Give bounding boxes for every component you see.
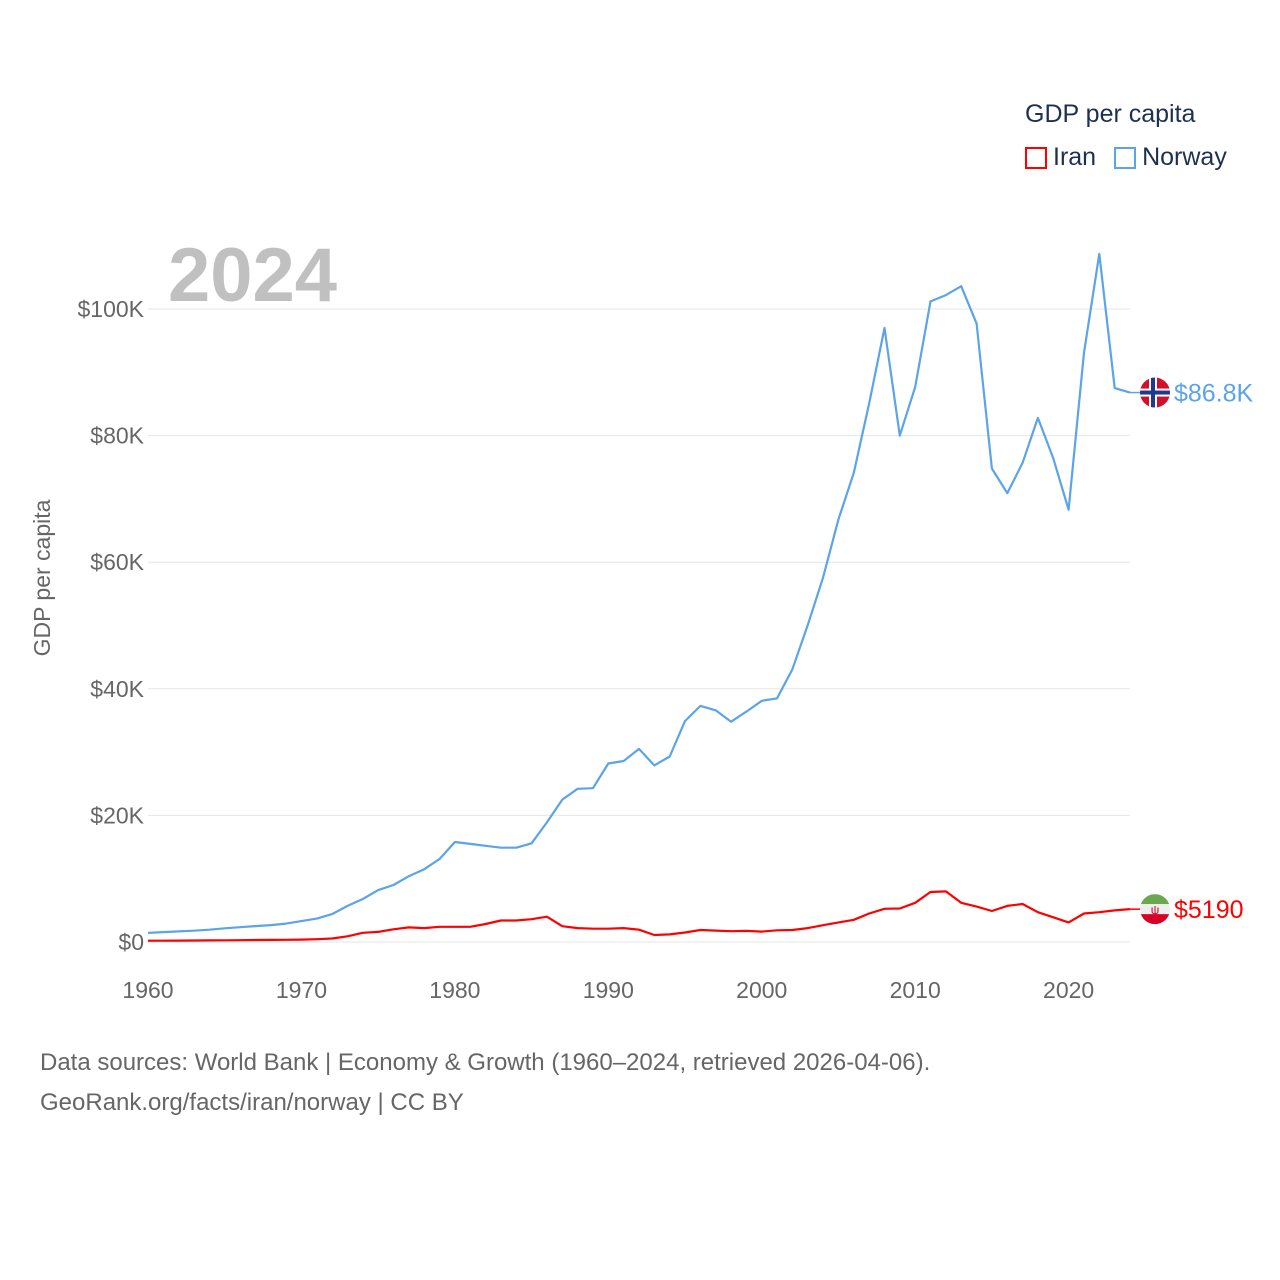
series-line-iran (148, 890, 1131, 942)
norway-flag-icon (1140, 377, 1170, 408)
legend-label: Iran (1053, 143, 1097, 171)
legend-label: Norway (1142, 143, 1227, 171)
end-value-label-iran: $5190 (1174, 896, 1244, 924)
source-link[interactable]: GeoRank.org/facts/iran/norway | CC BY (40, 1089, 464, 1116)
x-tick-label: 1990 (583, 977, 634, 1003)
end-value-label-norway: $86.8K (1174, 380, 1254, 408)
legend-item-iran[interactable]: Iran (1025, 143, 1096, 172)
iran-swatch (1025, 146, 1047, 169)
x-tick-label: 1960 (122, 977, 173, 1003)
norway-swatch (1114, 146, 1137, 169)
legend: Iran Norway (1025, 143, 1227, 172)
legend-title: GDP per capita (1025, 100, 1196, 128)
y-tick-label: $100K (77, 296, 144, 322)
svg-text:ψ: ψ (1151, 903, 1160, 917)
x-tick-label: 2010 (890, 977, 941, 1003)
y-tick-label: $80K (90, 423, 144, 449)
x-tick-label: 1980 (429, 977, 480, 1003)
y-axis-label: GDP per capita (29, 499, 55, 656)
y-tick-label: $40K (90, 676, 144, 702)
series-line-norway (147, 252, 1131, 934)
y-tick-label: $0 (118, 929, 144, 955)
y-tick-label: $20K (90, 802, 144, 828)
y-tick-label: $60K (90, 549, 144, 575)
footer: Data sources: World Bank | Economy & Gro… (40, 1043, 930, 1123)
x-tick-label: 2020 (1043, 977, 1094, 1003)
legend-item-norway[interactable]: Norway (1114, 143, 1227, 172)
data-sources: Data sources: World Bank | Economy & Gro… (40, 1049, 931, 1076)
year-label: 2024 (168, 233, 338, 318)
x-tick-label: 1970 (276, 977, 327, 1003)
x-tick-label: 2000 (736, 977, 787, 1003)
iran-flag-icon: ψ (1140, 894, 1170, 925)
